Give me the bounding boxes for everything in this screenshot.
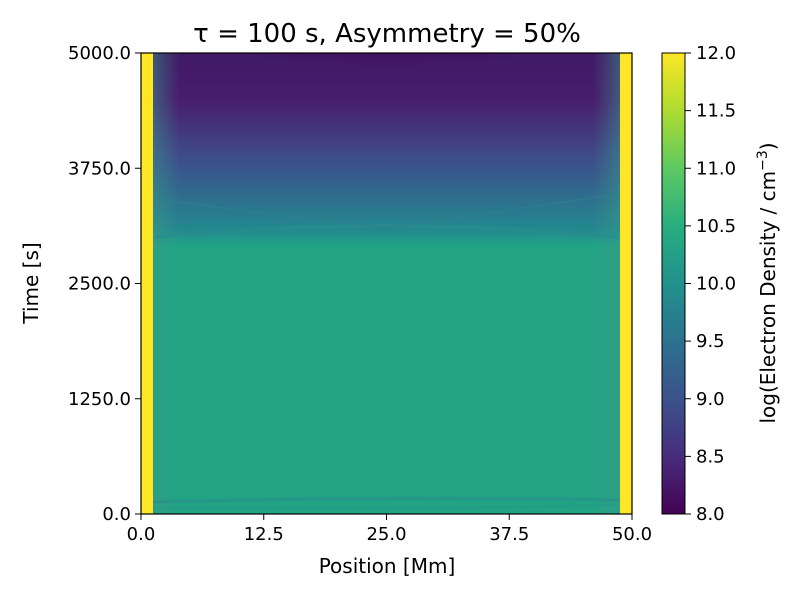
x-tick-label: 37.5 bbox=[489, 524, 529, 545]
colorbar-tick-label: 9.0 bbox=[696, 389, 725, 410]
y-tick-label: 1250.0 bbox=[68, 389, 131, 410]
colorbar-tick-label: 11.0 bbox=[696, 158, 736, 179]
y-tick-label: 2500.0 bbox=[68, 274, 131, 295]
y-tick-label: 5000.0 bbox=[68, 43, 131, 64]
colorbar: 8.0 8.5 9.0 9.5 10.0 10.5 11.0 11.5 12.0 log(Ele… bbox=[661, 43, 780, 525]
heatmap-image bbox=[141, 53, 632, 514]
y-tick-label: 0.0 bbox=[102, 504, 131, 525]
x-tick-label: 0.0 bbox=[127, 524, 156, 545]
colorbar-tick-label: 8.0 bbox=[696, 504, 725, 525]
colorbar-label-sup: −3 bbox=[755, 150, 771, 171]
colorbar-gradient bbox=[661, 52, 686, 515]
chart-title: τ = 100 s, Asymmetry = 50% bbox=[193, 19, 581, 49]
colorbar-tick-label: 8.5 bbox=[696, 446, 725, 467]
colorbar-tick-label: 12.0 bbox=[696, 43, 736, 64]
colorbar-label: log(Electron Density / cm−3) bbox=[755, 142, 780, 423]
x-tick-label: 25.0 bbox=[366, 524, 406, 545]
colorbar-tick-label: 10.0 bbox=[696, 274, 736, 295]
colorbar-tick-label: 9.5 bbox=[696, 331, 725, 352]
y-axis: 0.0 1250.0 2500.0 3750.0 5000.0 bbox=[68, 43, 141, 525]
y-tick-label: 3750.0 bbox=[68, 158, 131, 179]
colorbar-tick-label: 10.5 bbox=[696, 216, 736, 237]
colorbar-tick-label: 11.5 bbox=[696, 101, 736, 122]
colorbar-ticks: 8.0 8.5 9.0 9.5 10.0 10.5 11.0 11.5 12.0 bbox=[685, 43, 736, 525]
y-axis-title: Time [s] bbox=[19, 242, 43, 324]
x-axis-title: Position [Mm] bbox=[319, 554, 456, 578]
x-axis: 0.0 12.5 25.0 37.5 50.0 bbox=[127, 514, 652, 545]
x-tick-label: 12.5 bbox=[244, 524, 284, 545]
x-tick-label: 50.0 bbox=[612, 524, 652, 545]
